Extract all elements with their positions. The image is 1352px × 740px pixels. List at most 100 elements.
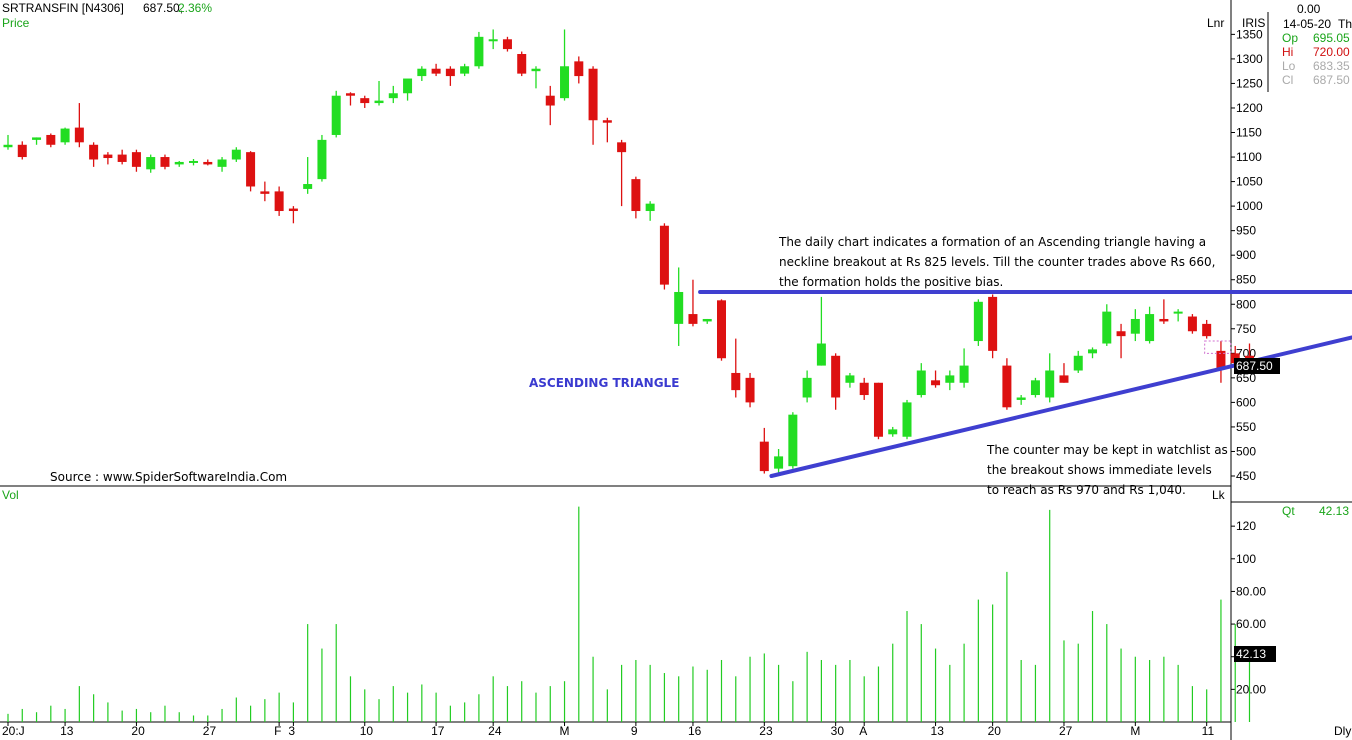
symbol-label: SRTRANSFIN [N4306]: [2, 1, 124, 15]
high-value: 720.00: [1313, 45, 1350, 59]
candle-body: [502, 39, 512, 50]
candle-body: [260, 191, 270, 194]
volume-tick-label: 80.00: [1236, 584, 1266, 598]
candle-body: [888, 429, 898, 435]
time-tick-label: 20:J: [2, 724, 25, 738]
candle-body: [631, 179, 641, 212]
candle-body: [1102, 311, 1112, 344]
time-tick-label: 20: [131, 724, 145, 738]
candle-body: [560, 66, 570, 99]
candle-body: [973, 301, 983, 342]
candle-body: [460, 66, 470, 74]
candle-body: [417, 68, 427, 77]
close-value: 687.50: [1313, 73, 1350, 87]
price-tick-label: 650: [1236, 371, 1256, 385]
candle-body: [931, 380, 941, 386]
candle-body: [1045, 370, 1055, 398]
high-label: Hi: [1282, 45, 1294, 59]
candle-body: [873, 382, 883, 437]
price-tick-label: 1350: [1236, 27, 1263, 41]
candle-body: [545, 95, 555, 106]
candle-body: [1173, 311, 1183, 314]
time-tick-label: 30: [831, 724, 845, 738]
candle-body: [445, 68, 455, 77]
time-tick-label: A: [859, 724, 867, 738]
note-bottom-line: The counter may be kept in watchlist as: [987, 443, 1228, 457]
candle-body: [831, 355, 841, 398]
price-tick-label: 750: [1236, 322, 1256, 336]
analysis-note-top: The daily chart indicates a formation of…: [779, 232, 1229, 292]
note-bottom-line: to reach as Rs 970 and Rs 1,040.: [987, 483, 1186, 497]
price-tick-label: 950: [1236, 224, 1256, 238]
candle-body: [388, 93, 398, 99]
price-tick-label: 1100: [1236, 150, 1262, 164]
price-tick-label: 850: [1236, 273, 1256, 287]
candle-body: [160, 157, 170, 167]
candle-body: [788, 414, 798, 467]
candle-body: [474, 36, 484, 67]
candle-body: [488, 39, 498, 42]
price-tick-label: 1300: [1236, 52, 1263, 66]
candle-body: [431, 68, 441, 74]
day-label: Th: [1338, 17, 1352, 31]
candle-body: [602, 120, 612, 123]
candle-body: [60, 128, 70, 143]
candle-body: [1187, 316, 1197, 332]
candle-body: [674, 291, 684, 324]
note-top-line: The daily chart indicates a formation of…: [779, 235, 1207, 249]
lk-label: Lk: [1212, 488, 1225, 502]
candle-body: [203, 161, 213, 165]
candle-body: [89, 144, 99, 160]
open-value: 695.05: [1313, 31, 1350, 45]
time-tick-label: F: [274, 724, 281, 738]
highlight-box: [1204, 340, 1232, 354]
candle-body: [1216, 350, 1226, 369]
close-label: Cl: [1282, 73, 1294, 87]
candle-body: [1073, 355, 1083, 371]
price-tick-label: 900: [1236, 248, 1256, 262]
time-tick-label: M: [560, 724, 570, 738]
note-top-line: the formation holds the positive bias.: [779, 275, 1004, 289]
candle-body: [945, 375, 955, 383]
price-tick-label: 1250: [1236, 76, 1263, 90]
price-tick-label: 450: [1236, 469, 1256, 483]
candle-body: [916, 370, 926, 396]
candle-body: [574, 61, 584, 77]
candle-body: [1088, 349, 1098, 354]
candle-body: [403, 78, 413, 94]
candle-body: [1016, 397, 1026, 400]
qty-value: 42.13: [1319, 504, 1350, 518]
candle-body: [517, 53, 527, 74]
triangle-label: ASCENDING TRIANGLE: [529, 376, 680, 390]
price-tick-label: 1150: [1236, 126, 1262, 140]
candle-body: [731, 372, 741, 391]
volume-tick-label: 60.00: [1236, 617, 1266, 631]
candle-body: [246, 152, 256, 187]
time-tick-label: 27: [203, 724, 217, 738]
indicator-label: IRIS: [1242, 16, 1266, 30]
candle-body: [32, 137, 42, 140]
qty-label: Qt: [1282, 504, 1295, 518]
candle-body: [659, 225, 669, 285]
trendline-rising-support: [769, 335, 1352, 478]
candle-body: [617, 142, 627, 153]
time-tick-label: M: [1130, 724, 1140, 738]
candle-body: [588, 68, 598, 121]
candle-body: [331, 95, 341, 135]
period-label: Dly: [1334, 724, 1352, 738]
price-tick-label: 800: [1236, 297, 1256, 311]
analysis-note-bottom: The counter may be kept in watchlist as …: [987, 440, 1249, 500]
candle-body: [1116, 331, 1126, 337]
price-tick-label: 550: [1236, 420, 1256, 434]
candle-body: [174, 161, 184, 165]
candle-body: [103, 154, 113, 159]
candle-body: [231, 149, 241, 160]
candle-body: [3, 144, 13, 148]
candle-body: [859, 382, 869, 396]
last-volume-tag: 42.13: [1234, 646, 1276, 662]
change-percent-label: 2.36%: [178, 1, 213, 15]
date-label: 14-05-20: [1283, 17, 1332, 31]
candle-body: [1145, 314, 1155, 342]
candle-body: [317, 139, 327, 180]
time-tick-label: 13: [931, 724, 945, 738]
